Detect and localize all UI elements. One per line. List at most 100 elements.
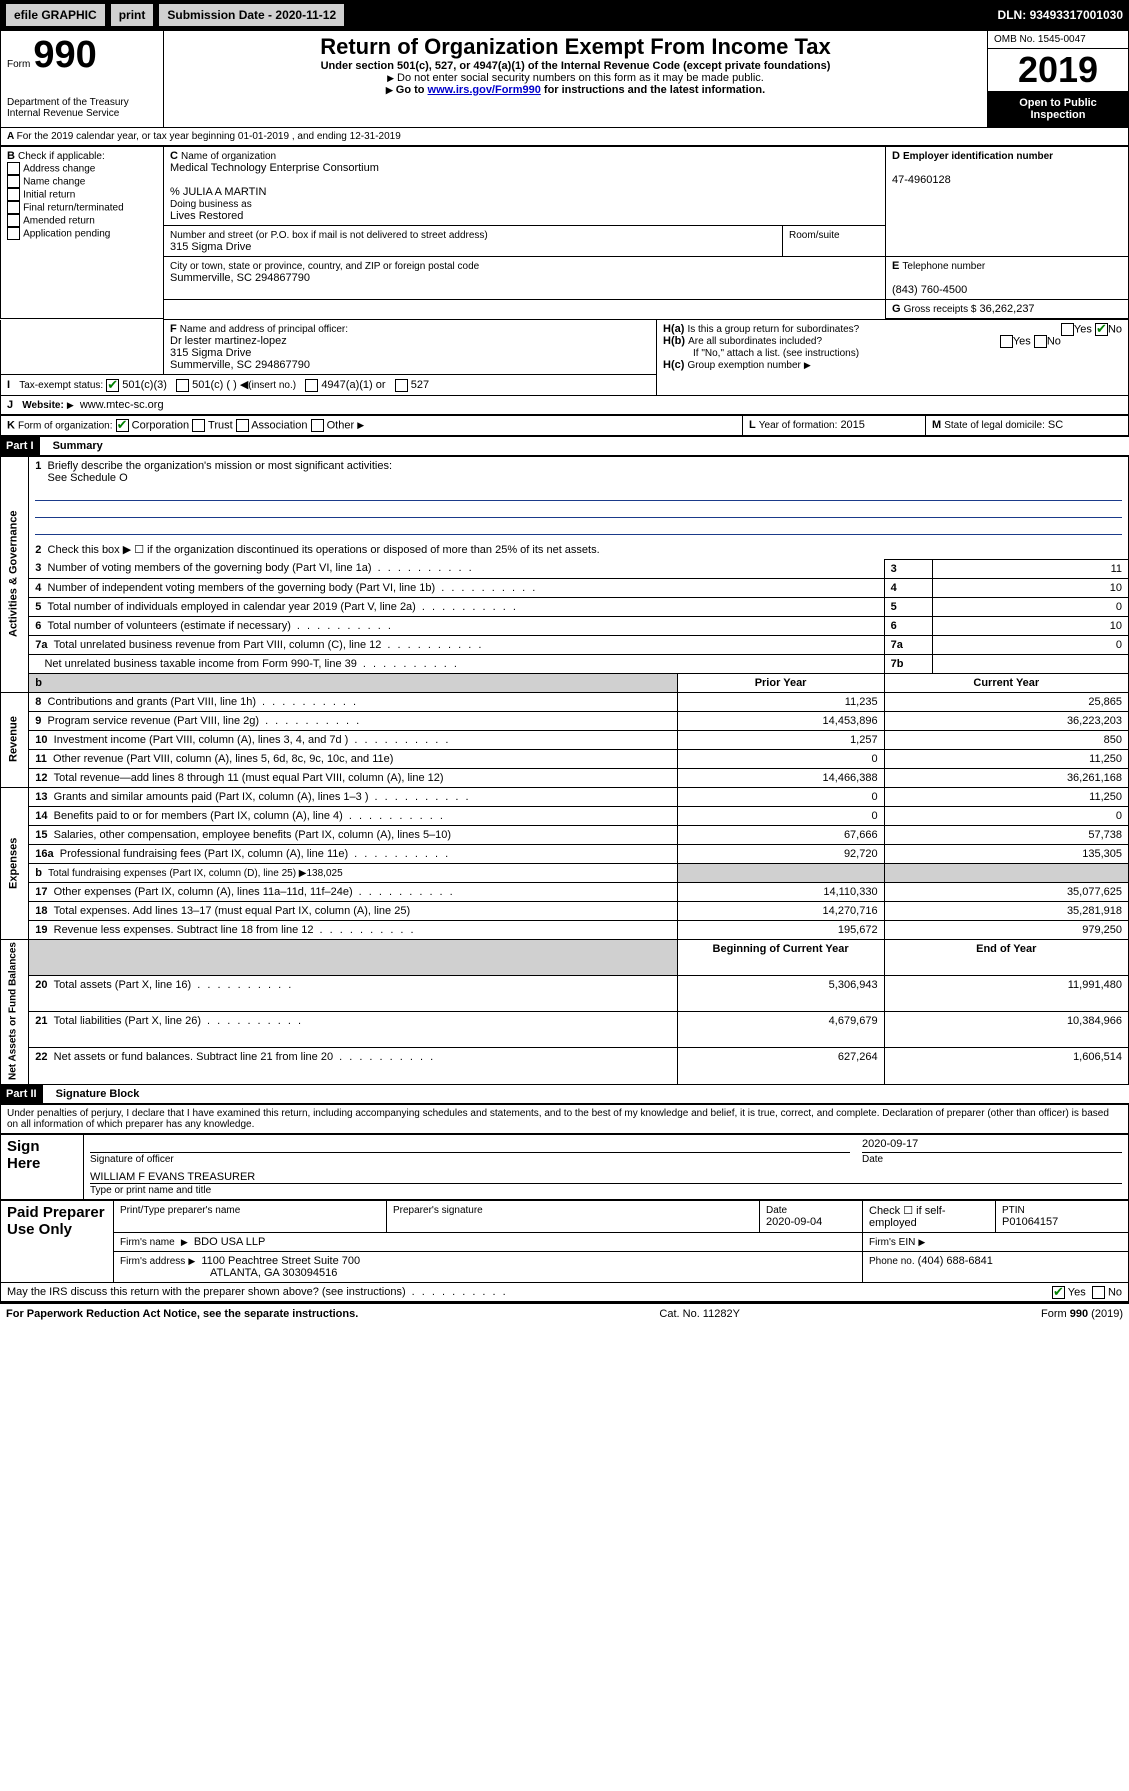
firm-city: ATLANTA, GA 303094516 xyxy=(210,1267,337,1279)
app-pending-checkbox[interactable] xyxy=(7,227,20,240)
table-row: 4 Number of independent voting members o… xyxy=(1,578,1129,597)
subordinates-q: Are all subordinates included? xyxy=(688,336,822,347)
officer-addr2: Summerville, SC 294867790 xyxy=(170,359,310,371)
hb-no-checkbox[interactable] xyxy=(1034,335,1047,348)
trust-checkbox[interactable] xyxy=(192,419,205,432)
street-address: 315 Sigma Drive xyxy=(170,241,251,253)
page-footer: For Paperwork Reduction Act Notice, see … xyxy=(0,1302,1129,1324)
room-suite-label: Room/suite xyxy=(789,230,840,241)
open-public: Open to Public Inspection xyxy=(988,91,1128,127)
v-activities-governance: Activities & Governance xyxy=(1,456,29,692)
ssn-warning: Do not enter social security numbers on … xyxy=(397,72,764,84)
table-row: 6 Total number of volunteers (estimate i… xyxy=(1,616,1129,635)
signature-table: Sign Here Signature of officer 2020-09-1… xyxy=(0,1134,1129,1200)
tax-year: 2019 xyxy=(988,49,1128,91)
line2-text: Check this box ▶ ☐ if the organization d… xyxy=(48,544,600,556)
assoc-checkbox[interactable] xyxy=(236,419,249,432)
amended-checkbox[interactable] xyxy=(7,214,20,227)
corp-checkbox[interactable] xyxy=(116,419,129,432)
dept-treasury: Department of the Treasury Internal Reve… xyxy=(7,97,157,119)
form-subtitle: Under section 501(c), 527, or 4947(a)(1)… xyxy=(170,60,981,72)
ha-no-checkbox[interactable] xyxy=(1095,323,1108,336)
table-row: 7a Total unrelated business revenue from… xyxy=(1,635,1129,654)
footer-form: Form 990 (2019) xyxy=(1041,1308,1123,1320)
line1-label: Briefly describe the organization's miss… xyxy=(48,460,392,472)
year-formation: 2015 xyxy=(840,419,864,431)
v-revenue: Revenue xyxy=(1,692,29,787)
form-label: Form xyxy=(7,59,30,70)
col-current: Current Year xyxy=(884,673,1128,692)
city-state-zip: Summerville, SC 294867790 xyxy=(170,272,310,284)
col-eoy: End of Year xyxy=(884,939,1128,975)
org-name: Medical Technology Enterprise Consortium xyxy=(170,162,379,174)
name-change-checkbox[interactable] xyxy=(7,175,20,188)
perjury-text: Under penalties of perjury, I declare th… xyxy=(0,1103,1129,1134)
table-row: 3 Number of voting members of the govern… xyxy=(1,559,1129,578)
v-expenses: Expenses xyxy=(1,787,29,939)
other-checkbox[interactable] xyxy=(311,419,324,432)
check-applicable-label: Check if applicable: xyxy=(18,151,105,162)
ha-yes-checkbox[interactable] xyxy=(1061,323,1074,336)
prep-date: 2020-09-04 xyxy=(766,1216,822,1228)
entity-block: B Check if applicable: Address change Na… xyxy=(0,146,1129,319)
self-employed: Check ☐ if self-employed xyxy=(863,1200,996,1232)
firm-name: BDO USA LLP xyxy=(194,1236,266,1248)
sign-here-label: Sign Here xyxy=(1,1134,84,1199)
form-number: 990 xyxy=(33,34,96,76)
part2-title: Signature Block xyxy=(46,1088,140,1100)
form-header: Form 990 Department of the Treasury Inte… xyxy=(0,30,1129,128)
submission-date: Submission Date - 2020-11-12 xyxy=(159,4,344,26)
part1-label: Part I xyxy=(0,437,40,455)
discuss-yes-checkbox[interactable] xyxy=(1052,1286,1065,1299)
dba: Lives Restored xyxy=(170,210,243,222)
preparer-table: Paid Preparer Use Only Print/Type prepar… xyxy=(0,1200,1129,1283)
501c-checkbox[interactable] xyxy=(176,379,189,392)
ein: 47-4960128 xyxy=(892,174,951,186)
care-of: % JULIA A MARTIN xyxy=(170,186,266,198)
col-prior: Prior Year xyxy=(677,673,884,692)
state-domicile: SC xyxy=(1048,419,1063,431)
efile-label: efile GRAPHIC xyxy=(6,4,105,26)
part1-title: Summary xyxy=(43,440,103,452)
officer-addr1: 315 Sigma Drive xyxy=(170,347,251,359)
line-a: A For the 2019 calendar year, or tax yea… xyxy=(0,128,1129,146)
527-checkbox[interactable] xyxy=(395,379,408,392)
irs-link[interactable]: www.irs.gov/Form990 xyxy=(428,84,541,96)
table-row: Net unrelated business taxable income fr… xyxy=(1,654,1129,673)
discuss-no-checkbox[interactable] xyxy=(1092,1286,1105,1299)
officer-name: Dr lester martinez-lopez xyxy=(170,335,287,347)
sig-date: 2020-09-17 xyxy=(862,1138,1122,1153)
dln: DLN: 93493317001030 xyxy=(998,8,1123,22)
firm-phone: (404) 688-6841 xyxy=(918,1255,993,1267)
final-return-checkbox[interactable] xyxy=(7,201,20,214)
part2-label: Part II xyxy=(0,1085,43,1103)
ptin: P01064157 xyxy=(1002,1216,1058,1228)
table-row: 5 Total number of individuals employed i… xyxy=(1,597,1129,616)
omb-number: OMB No. 1545-0047 xyxy=(988,31,1128,49)
officer-printed-name: WILLIAM F EVANS TREASURER xyxy=(90,1171,1122,1184)
telephone: (843) 760-4500 xyxy=(892,284,967,296)
addr-change-checkbox[interactable] xyxy=(7,162,20,175)
hb-yes-checkbox[interactable] xyxy=(1000,335,1013,348)
form-title: Return of Organization Exempt From Incom… xyxy=(170,34,981,60)
sig-officer-label: Signature of officer xyxy=(90,1154,174,1165)
initial-return-checkbox[interactable] xyxy=(7,188,20,201)
group-exemption: Group exemption number xyxy=(687,360,800,371)
summary-table: Activities & Governance 1 Briefly descri… xyxy=(0,456,1129,1085)
group-return-q: Is this a group return for subordinates? xyxy=(687,324,859,335)
col-boy: Beginning of Current Year xyxy=(677,939,884,975)
paid-preparer-label: Paid Preparer Use Only xyxy=(1,1200,114,1282)
discuss-question: May the IRS discuss this return with the… xyxy=(7,1286,508,1298)
top-bar: efile GRAPHIC print Submission Date - 20… xyxy=(0,0,1129,30)
officer-status-block: F Name and address of principal officer:… xyxy=(0,319,1129,415)
501c3-checkbox[interactable] xyxy=(106,379,119,392)
pra-notice: For Paperwork Reduction Act Notice, see … xyxy=(6,1308,358,1320)
4947-checkbox[interactable] xyxy=(305,379,318,392)
v-net-assets: Net Assets or Fund Balances xyxy=(1,939,29,1084)
cat-no: Cat. No. 11282Y xyxy=(659,1308,740,1320)
print-button[interactable]: print xyxy=(111,4,154,26)
klm-block: K Form of organization: Corporation Trus… xyxy=(0,415,1129,436)
website: www.mtec-sc.org xyxy=(80,399,164,411)
firm-addr: 1100 Peachtree Street Suite 700 xyxy=(201,1255,360,1267)
mission-text: See Schedule O xyxy=(48,472,128,484)
